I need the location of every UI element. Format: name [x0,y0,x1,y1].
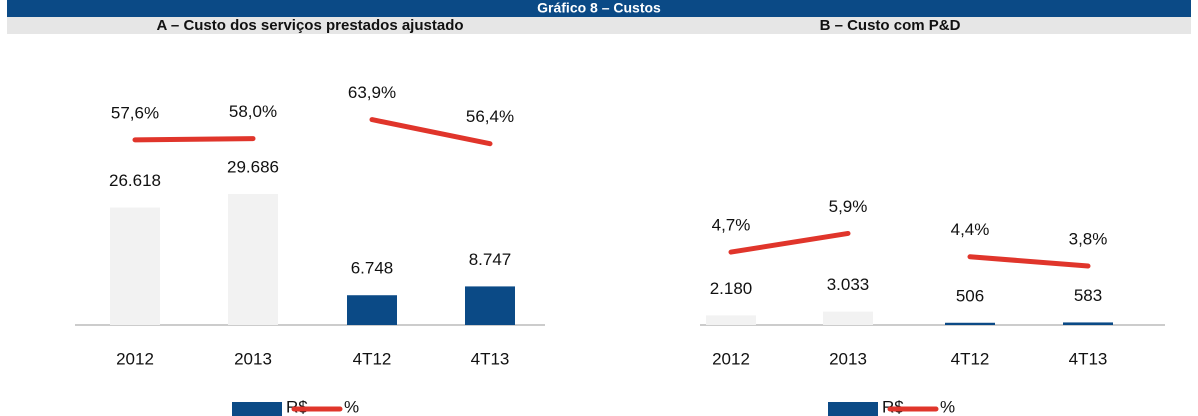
line-value-label: 57,6% [111,103,159,122]
legend-label: % [344,397,359,416]
bar [945,322,995,325]
bar-value-label: 26.618 [109,171,161,190]
x-tick-label: 4T12 [951,349,990,368]
line-segment [967,254,1091,269]
line-value-label: 4,7% [712,216,751,235]
line-value-label: 58,0% [229,102,277,121]
legend-swatch [828,402,878,416]
x-tick-label: 2013 [234,349,272,368]
bar-value-label: 3.033 [827,275,870,294]
bar [823,311,873,325]
line-segment [132,136,256,143]
bar-value-label: 29.686 [227,158,279,177]
line-segment [728,230,851,255]
bar [465,286,515,325]
line-value-label: 4,4% [951,220,990,239]
line-segment [369,117,493,147]
legend-label: % [940,397,955,416]
line-value-label: 5,9% [829,197,868,216]
bar-value-label: 2.180 [710,279,753,298]
x-tick-label: 2013 [829,349,867,368]
bar [706,315,756,325]
x-tick-label: 2012 [116,349,154,368]
bar [228,194,278,325]
chart-title: B – Custo com P&D [820,17,961,34]
subtitle-band [7,17,1191,34]
x-tick-label: 4T13 [471,349,510,368]
x-tick-label: 4T13 [1069,349,1108,368]
legend-swatch [232,402,282,416]
x-tick-label: 2012 [712,349,750,368]
bar [1063,322,1113,325]
bar [110,207,160,325]
bar [347,295,397,325]
bar-value-label: 506 [956,286,984,305]
header-band [7,0,1191,17]
chart-title: A – Custo dos serviços prestados ajustad… [156,17,463,34]
bar-value-label: 583 [1074,286,1102,305]
line-value-label: 63,9% [348,83,396,102]
line-value-label: 56,4% [466,107,514,126]
line-value-label: 3,8% [1069,230,1108,249]
bar-value-label: 8.747 [469,250,512,269]
page-title: Gráfico 8 – Custos [537,0,661,16]
bar-value-label: 6.748 [351,259,394,278]
x-tick-label: 4T12 [353,349,392,368]
